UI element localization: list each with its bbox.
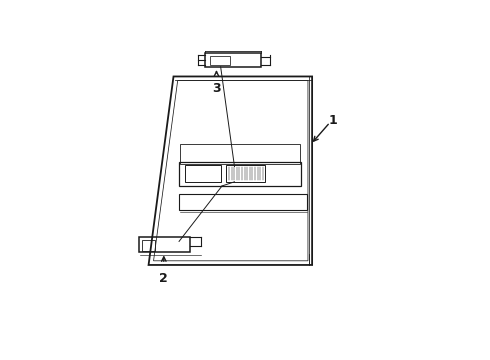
- Bar: [179, 194, 307, 210]
- Bar: [179, 162, 301, 186]
- Bar: [185, 165, 220, 182]
- Bar: [205, 53, 261, 67]
- Text: 2: 2: [159, 272, 168, 285]
- Text: 1: 1: [328, 114, 337, 127]
- Bar: [180, 144, 300, 164]
- Bar: [139, 237, 190, 252]
- Text: 3: 3: [212, 82, 221, 95]
- Bar: [142, 240, 155, 251]
- Bar: [210, 56, 230, 66]
- Bar: [226, 165, 265, 182]
